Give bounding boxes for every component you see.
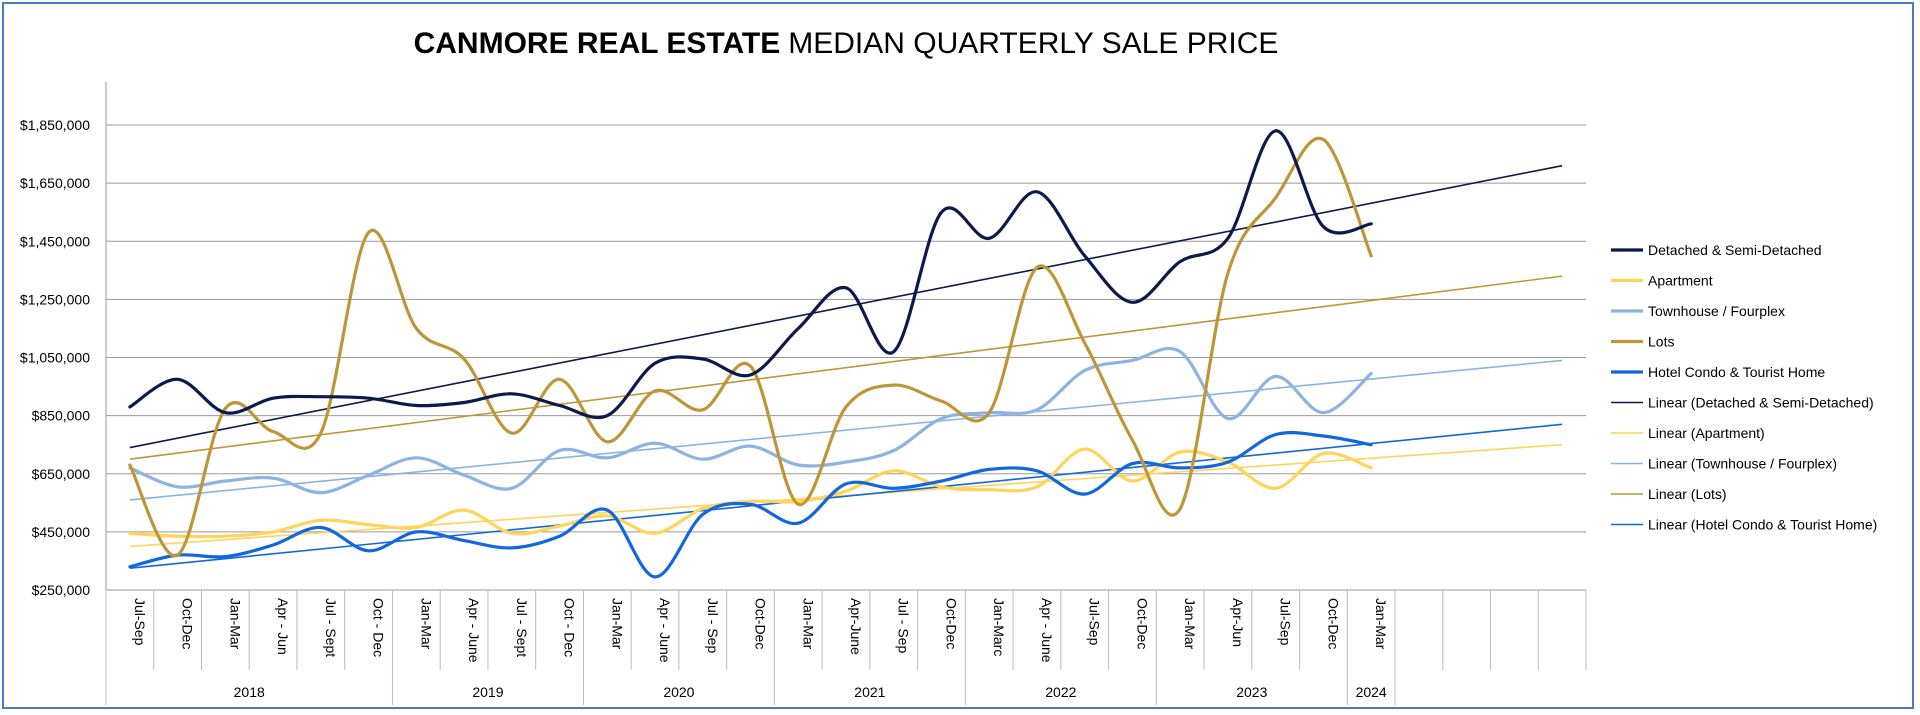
x-tick-label: Jul - Sept xyxy=(514,598,530,657)
chart-title-bold: CANMORE REAL ESTATE xyxy=(414,27,781,60)
x-tick-label: Oct - Dec xyxy=(562,598,578,657)
x-tick-label: Jan-Marc xyxy=(991,598,1007,656)
year-label: 2023 xyxy=(1236,684,1267,700)
year-label: 2018 xyxy=(234,684,265,700)
trendline xyxy=(129,275,1563,461)
trendline xyxy=(129,164,1563,449)
y-tick-label: $1,450,000 xyxy=(20,233,90,249)
x-tick-label: Jul - Sep xyxy=(705,598,721,653)
series-line xyxy=(128,346,1373,495)
x-tick-label: Oct-Dec xyxy=(753,598,769,649)
legend-label: Linear (Hotel Condo & Tourist Home) xyxy=(1648,517,1877,533)
y-axis: $250,000 $450,000 $650,000 $850,000 $1,050,0… xyxy=(20,82,107,705)
trendlines xyxy=(129,164,1563,569)
legend: Detached & Semi-Detached Apartment Townhou… xyxy=(1611,242,1877,533)
legend-label: Linear (Detached & Semi-Detached) xyxy=(1648,395,1874,411)
legend-label: Apartment xyxy=(1648,273,1713,289)
y-tick-label: $250,000 xyxy=(32,582,91,598)
trendline xyxy=(129,423,1563,569)
y-tick-label: $450,000 xyxy=(32,524,91,540)
x-tick-label: Jan-Mar xyxy=(227,598,243,650)
x-tick-label: Jan-Mar xyxy=(609,598,625,650)
x-tick-label: Jan-Mar xyxy=(1182,598,1198,650)
y-tick-label: $1,650,000 xyxy=(20,175,90,191)
gridlines xyxy=(106,124,1586,591)
x-tick-label: Apr-Jun xyxy=(1230,598,1246,647)
y-tick-label: $650,000 xyxy=(32,466,91,482)
x-tick-label: Jan-Mar xyxy=(1373,598,1389,650)
trendline xyxy=(129,359,1563,501)
legend-label: Linear (Lots) xyxy=(1648,486,1727,502)
x-tick-label: Jan-Mar xyxy=(800,598,816,650)
x-tick-label: Apr - June xyxy=(466,598,482,663)
y-tick-label: $850,000 xyxy=(32,408,91,424)
series-lines xyxy=(128,129,1373,579)
legend-label: Linear (Apartment) xyxy=(1648,425,1765,441)
x-tick-label: Oct-Dec xyxy=(1325,598,1341,649)
legend-label: Detached & Semi-Detached xyxy=(1648,242,1822,258)
x-tick-label: Apr - June xyxy=(1039,598,1055,663)
y-tick-label: $1,250,000 xyxy=(20,291,90,307)
x-tick-label: Jul-Sep xyxy=(1278,598,1294,646)
x-tick-label: Oct-Dec xyxy=(1134,598,1150,649)
series-line xyxy=(128,136,1373,558)
x-tick-label: Apr - Jun xyxy=(275,598,291,655)
y-tick-label: $1,050,000 xyxy=(20,350,90,366)
x-tick-label: Apr - June xyxy=(657,598,673,663)
year-label: 2021 xyxy=(854,684,885,700)
legend-label: Townhouse / Fourplex xyxy=(1648,303,1785,319)
x-tick-label: Jan-Mar xyxy=(418,598,434,650)
x-tick-label: Jul - Sept xyxy=(323,598,339,657)
x-tick-label: Apr-June xyxy=(848,598,864,655)
series-line xyxy=(128,129,1373,420)
legend-label: Linear (Townhouse / Fourplex) xyxy=(1648,456,1837,472)
x-tick-label: Jul-Sep xyxy=(1087,598,1103,646)
legend-label: Hotel Condo & Tourist Home xyxy=(1648,364,1825,380)
y-tick-label: $1,850,000 xyxy=(20,117,90,133)
x-tick-label: Oct - Dec xyxy=(371,598,387,657)
series-line xyxy=(128,431,1373,579)
chart-title: CANMORE REAL ESTATE MEDIAN QUARTERLY SALE… xyxy=(414,27,1279,60)
chart-title-rest: MEDIAN QUARTERLY SALE PRICE xyxy=(788,27,1278,60)
legend-label: Lots xyxy=(1648,334,1674,350)
year-label: 2022 xyxy=(1045,684,1076,700)
x-tick-label: Jul - Sep xyxy=(896,598,912,653)
x-tick-label: Oct-Dec xyxy=(943,598,959,649)
x-axis: Jul-Sep Oct-Dec Jan-Mar Apr - Jun Jul - Sept… xyxy=(105,590,1587,705)
year-label: 2024 xyxy=(1356,684,1387,700)
series-line xyxy=(128,447,1373,539)
x-tick-label: Jul-Sep xyxy=(132,598,148,646)
year-label: 2019 xyxy=(472,684,503,700)
x-tick-label: Oct-Dec xyxy=(180,598,196,649)
year-label: 2020 xyxy=(663,684,694,700)
